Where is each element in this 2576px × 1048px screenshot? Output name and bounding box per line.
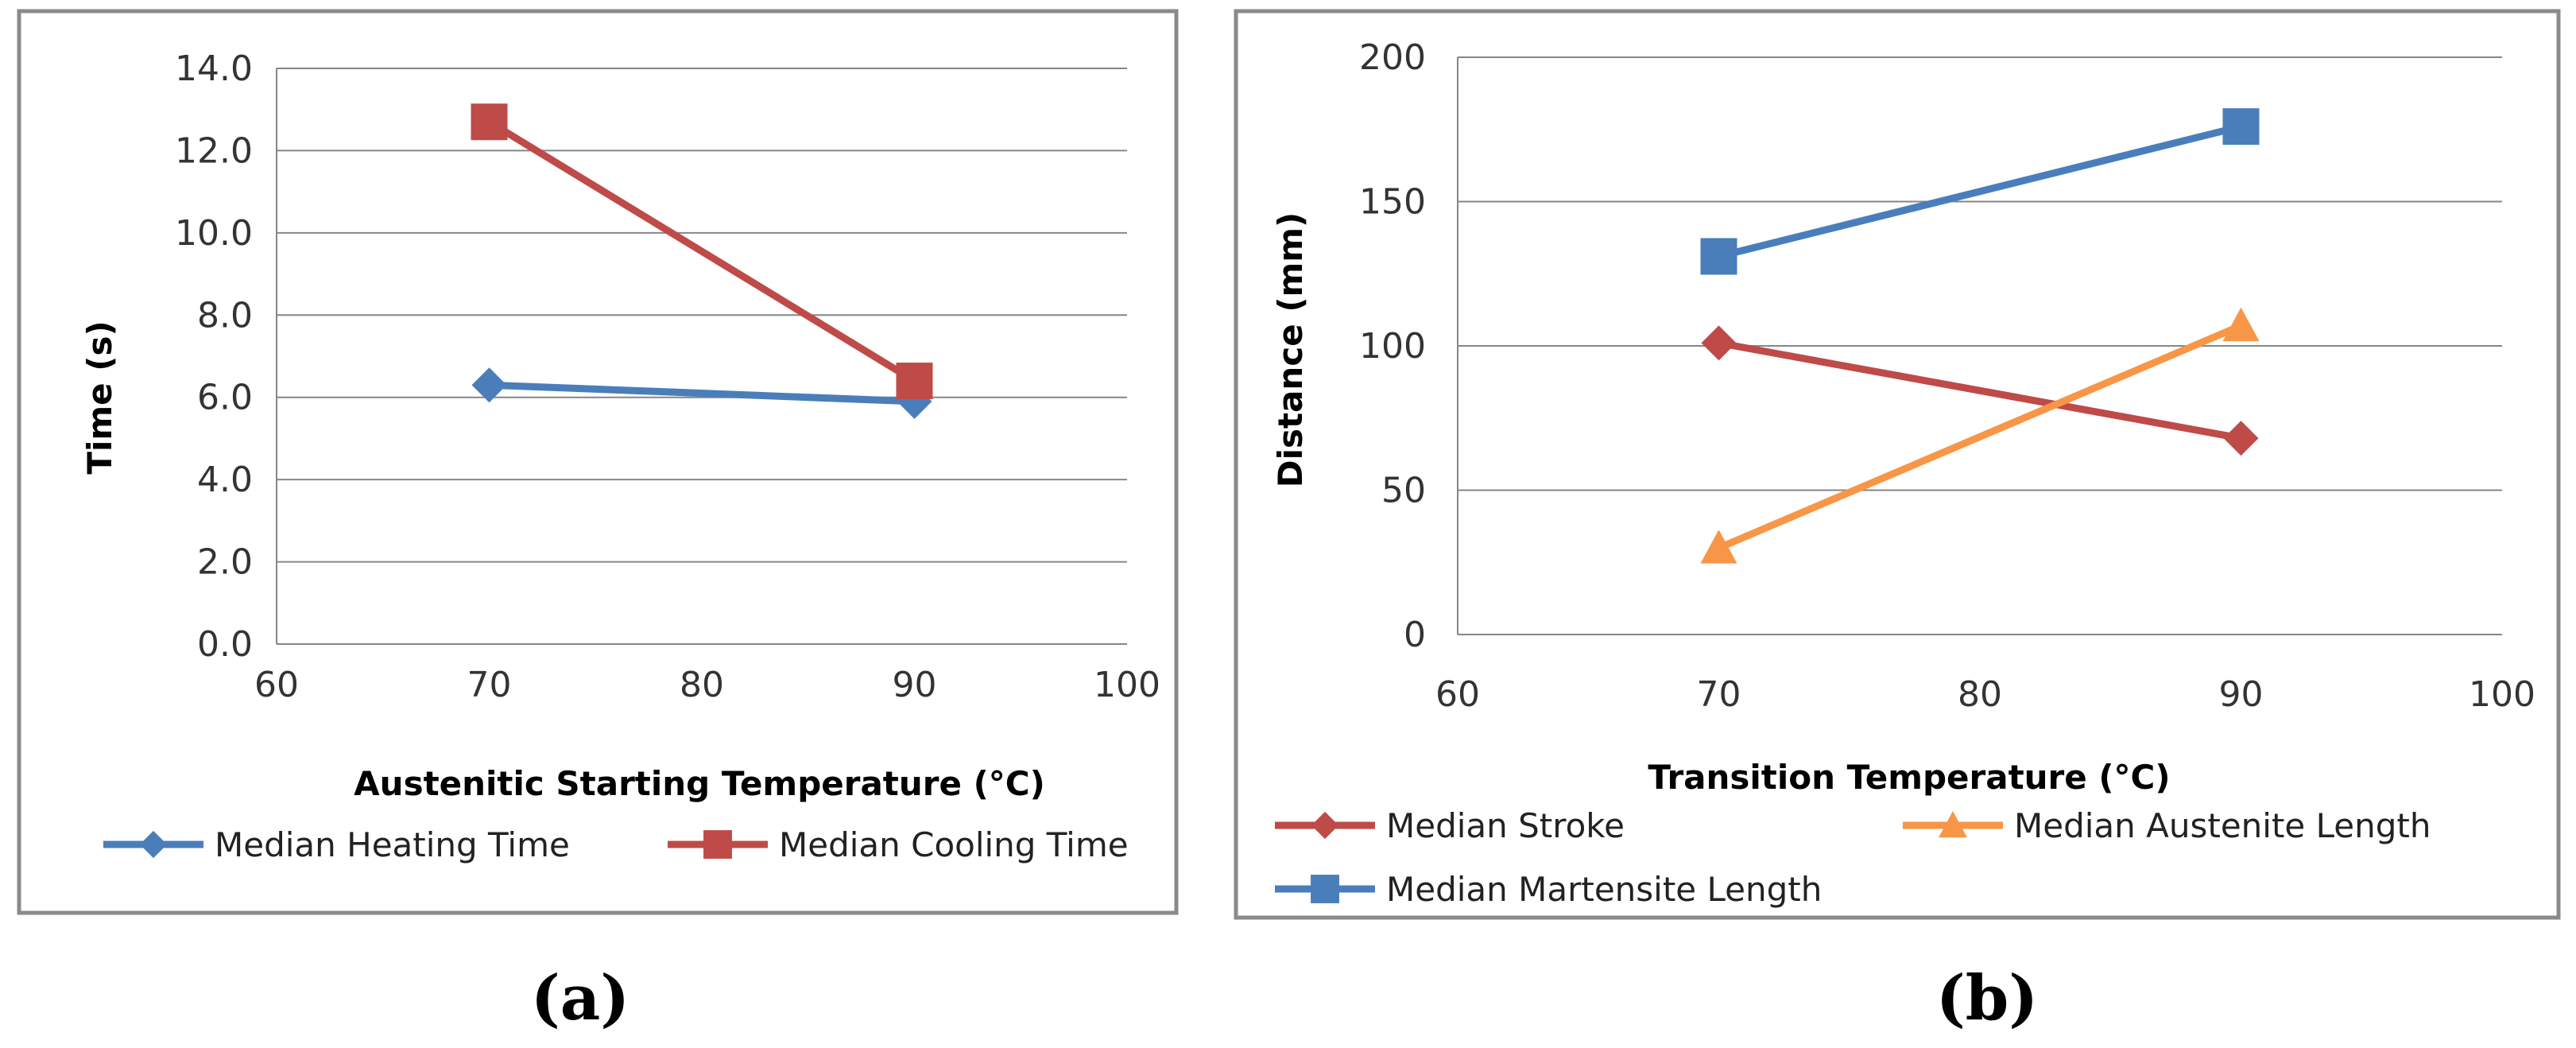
panel-b-series-line-median-austenite-length <box>1715 322 2245 552</box>
panel-a-x-axis-title: Austenitic Starting Temperature (°C) <box>354 764 1045 803</box>
panel-a-ticks: 0.0 2.0 4.0 6.0 8.0 10.0 12.0 14.0 60 70 80 90 100 <box>175 49 1160 705</box>
panel-b-legend-label-median-austenite-length: Median Austenite Length <box>2014 806 2431 845</box>
panel-b-series <box>1700 108 2260 564</box>
panel-a-x-tick-label: 90 <box>893 665 937 705</box>
panel-a-series-line-median-cooling-time <box>486 118 918 385</box>
panel-a-legend: Median Heating Time Median Cooling Time <box>103 825 1129 864</box>
panel-b-frame <box>1234 9 2561 920</box>
panel-b-y-axis-title: Distance (mm) <box>1271 212 1310 488</box>
panel-a-y-tick-label: 6.0 <box>197 378 253 418</box>
panel-a-y-tick-label: 12.0 <box>175 130 253 171</box>
panel-a-legend-label-median-cooling-time: Median Cooling Time <box>779 825 1129 864</box>
panel-b-data-point-median-stroke <box>2223 421 2259 456</box>
panel-b-y-tick-label: 50 <box>1381 471 1426 511</box>
panel-a-data-point-median-cooling-time <box>471 103 508 141</box>
panel-a-frame <box>17 9 1179 915</box>
panel-a-y-axis-title: Time (s) <box>80 320 119 474</box>
panel-b-y-tick-label: 150 <box>1359 182 1426 223</box>
panel-b-gridlines <box>1457 56 2502 635</box>
panel-a-series <box>471 103 933 419</box>
panel-b-ticks: 0 50 100 150 200 60 70 80 90 100 <box>1359 37 2535 715</box>
panel-b-y-tick-label: 0 <box>1404 615 1426 655</box>
panel-b-legend-marker <box>1311 875 1339 903</box>
panel-b-x-tick-label: 60 <box>1435 674 1480 715</box>
panel-b-legend: Median Stroke Median Austenite Length Medi… <box>1275 806 2431 909</box>
panel-a-x-tick-label: 70 <box>467 665 512 705</box>
panel-a-gridlines <box>276 68 1127 645</box>
panel-b-data-point-median-austenite-length <box>2222 307 2260 342</box>
panel-a-data-point-median-cooling-time <box>896 363 933 400</box>
panel-a-y-tick-label: 0.0 <box>197 624 253 665</box>
panel-a-legend-label-median-heating-time: Median Heating Time <box>215 825 570 864</box>
panel-b-series-line-median-stroke <box>1715 339 2245 442</box>
panel-a-y-tick-label: 14.0 <box>175 49 253 89</box>
panel-a-x-tick-label: 100 <box>1094 665 1160 705</box>
panel-b-series-line-median-martensite-length <box>1715 122 2245 260</box>
panel-a-legend-marker <box>703 830 732 859</box>
panel-b-x-tick-label: 80 <box>1958 674 2002 715</box>
panel-a-y-tick-label: 2.0 <box>197 542 253 583</box>
panel-b-data-point-median-martensite-length <box>1700 238 1737 275</box>
panel-a-y-tick-label: 10.0 <box>175 213 253 254</box>
panel-a-x-tick-label: 60 <box>254 665 299 705</box>
panel-b-x-axis-title: Transition Temperature (°C) <box>1648 758 2170 797</box>
panel-a-series-line-median-heating-time <box>486 381 918 406</box>
panel-b-x-tick-label: 100 <box>2469 674 2535 715</box>
panel-a-y-tick-label: 4.0 <box>197 460 253 500</box>
panel-a-data-point-median-heating-time <box>471 367 507 403</box>
panel-b-label: (b) <box>1936 962 2038 1034</box>
panel-b-x-tick-label: 70 <box>1697 674 1741 715</box>
panel-b-y-tick-label: 200 <box>1359 37 1426 78</box>
panel-b-legend-marker <box>1939 811 1967 838</box>
panel-b-legend-label-median-martensite-length: Median Martensite Length <box>1386 870 1822 909</box>
panel-b-x-tick-label: 90 <box>2219 674 2264 715</box>
panel-b-legend-marker <box>1311 811 1339 840</box>
panel-b-legend-label-median-stroke: Median Stroke <box>1386 806 1625 845</box>
panel-a-label: (a) <box>531 962 629 1034</box>
panel-a-x-tick-label: 80 <box>680 665 724 705</box>
panel-b-data-point-median-stroke <box>1701 325 1737 361</box>
panel-b-data-point-median-austenite-length <box>1700 530 1737 564</box>
panel-a-legend-marker <box>139 830 168 859</box>
panel-b-data-point-median-martensite-length <box>2222 108 2260 146</box>
panel-b-y-tick-label: 100 <box>1359 326 1426 367</box>
panel-a-y-tick-label: 8.0 <box>197 295 253 336</box>
